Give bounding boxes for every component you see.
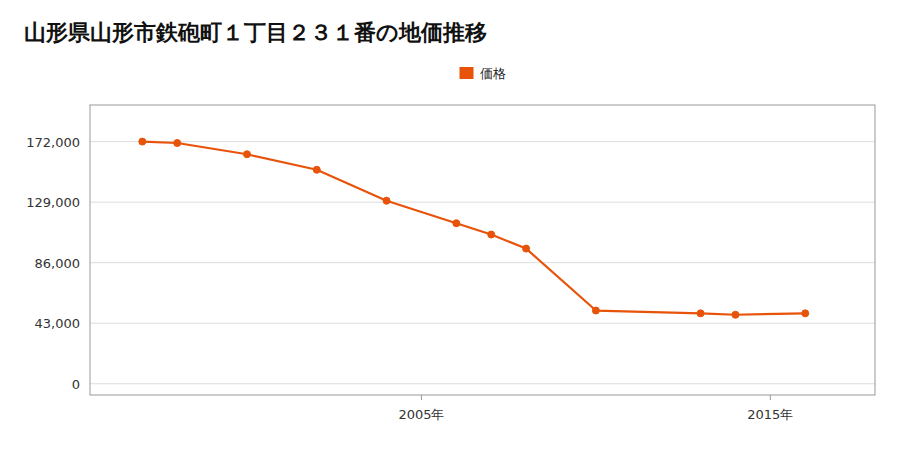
axes: 0 43,000 86,000 129,000 172,000 2005年 2015年 — [26, 105, 875, 422]
y-tick-label: 86,000 — [35, 256, 81, 271]
data-point — [174, 140, 181, 147]
grid-line — [90, 141, 875, 142]
grid-line — [90, 202, 875, 203]
y-tick-label: 43,000 — [35, 316, 81, 331]
grid-line — [90, 262, 875, 263]
data-point — [139, 138, 146, 145]
legend-item: 価格 — [460, 66, 506, 81]
x-tick — [421, 395, 422, 400]
data-point — [732, 311, 739, 318]
title: 山形県山形市鉄砲町１丁目２３１番の地価推移 — [24, 20, 487, 45]
legend-label: 価格 — [480, 66, 506, 81]
data-point — [802, 310, 809, 317]
data-point — [488, 231, 495, 238]
data-group — [139, 138, 809, 318]
legend: 価格 — [460, 66, 506, 81]
y-tick-label: 129,000 — [26, 195, 80, 210]
data-point — [383, 197, 390, 204]
plot-frame — [90, 105, 875, 395]
data-point — [523, 245, 530, 252]
data-point — [244, 151, 251, 158]
background — [0, 0, 900, 450]
series-line — [142, 142, 805, 315]
data-point — [592, 307, 599, 314]
chart-svg: 山形県山形市鉄砲町１丁目２３１番の地価推移 0 43,000 86,000 129,00… — [0, 0, 900, 450]
data-point — [453, 220, 460, 227]
legend-swatch — [460, 67, 474, 79]
grid-line — [90, 323, 875, 324]
x-tick-label: 2015年 — [747, 407, 793, 422]
grid-line — [90, 383, 875, 384]
data-point — [697, 310, 704, 317]
y-tick-label: 172,000 — [26, 135, 80, 150]
data-point — [313, 166, 320, 173]
x-tick-label: 2005年 — [398, 407, 444, 422]
x-tick — [770, 395, 771, 400]
chart-container: 山形県山形市鉄砲町１丁目２３１番の地価推移 0 43,000 86,000 129,00… — [0, 0, 900, 450]
y-tick-label: 0 — [72, 377, 80, 392]
grid — [90, 142, 875, 384]
